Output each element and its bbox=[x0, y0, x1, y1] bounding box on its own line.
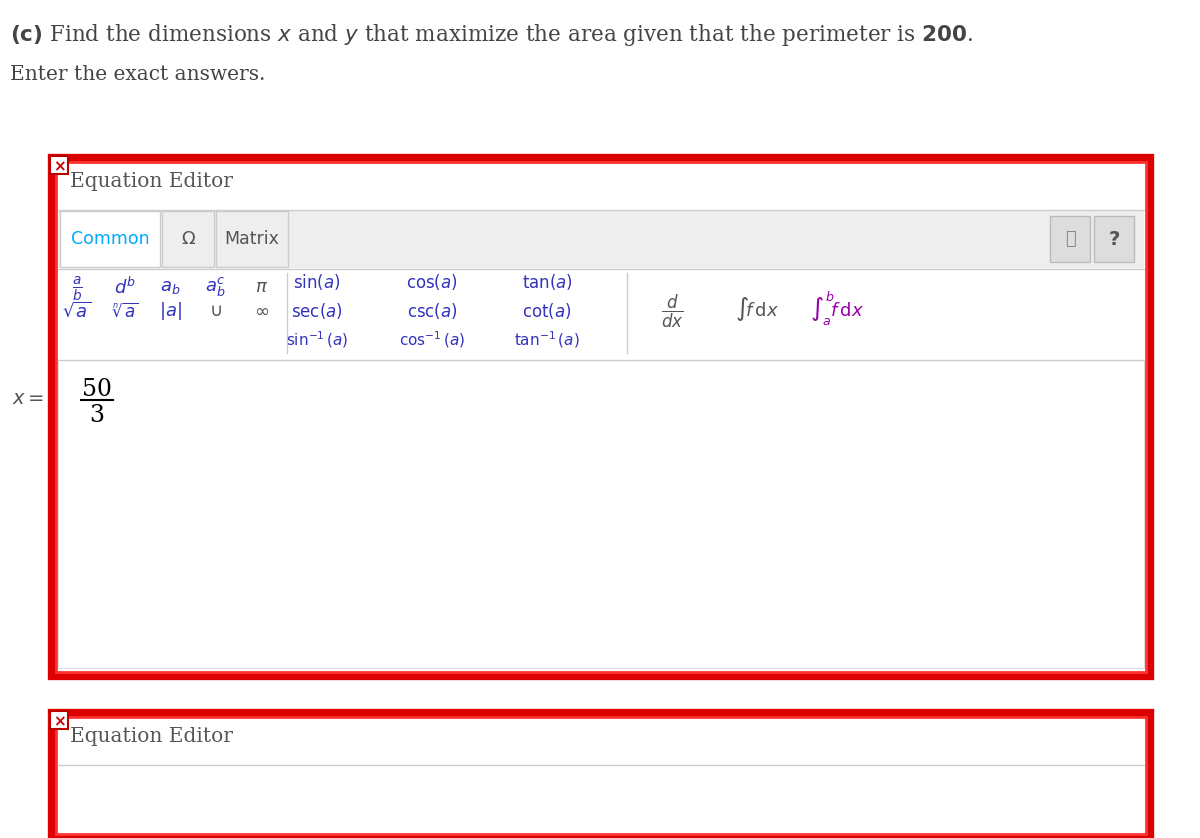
Text: Common: Common bbox=[71, 230, 149, 248]
Text: $\dfrac{d}{dx}$: $\dfrac{d}{dx}$ bbox=[661, 292, 683, 329]
Bar bbox=[216, 211, 288, 267]
FancyBboxPatch shape bbox=[52, 158, 1150, 676]
Text: $|a|$: $|a|$ bbox=[158, 300, 181, 322]
Text: $\cot(a)$: $\cot(a)$ bbox=[522, 301, 571, 321]
Bar bbox=[58, 360, 1144, 668]
Bar bbox=[1050, 216, 1090, 262]
Text: ×: × bbox=[53, 159, 65, 174]
Text: Ω: Ω bbox=[181, 230, 194, 248]
Text: $d^{b}$: $d^{b}$ bbox=[114, 277, 136, 297]
Text: $\sin^{-1}(a)$: $\sin^{-1}(a)$ bbox=[286, 329, 348, 350]
Text: $\int\!f\,\mathrm{d}x$: $\int\!f\,\mathrm{d}x$ bbox=[736, 295, 779, 323]
Text: $\cup$: $\cup$ bbox=[209, 302, 222, 320]
Text: $\cos^{-1}(a)$: $\cos^{-1}(a)$ bbox=[398, 329, 466, 350]
Text: $\sec(a)$: $\sec(a)$ bbox=[292, 301, 343, 321]
Text: 3: 3 bbox=[90, 404, 104, 427]
Text: Equation Editor: Equation Editor bbox=[70, 172, 233, 191]
FancyBboxPatch shape bbox=[52, 713, 1150, 838]
Text: $a_{b}^{c}$: $a_{b}^{c}$ bbox=[205, 276, 226, 298]
Text: $\int_a^b\!f\,\mathrm{d}x$: $\int_a^b\!f\,\mathrm{d}x$ bbox=[810, 290, 864, 328]
Text: Enter the exact answers.: Enter the exact answers. bbox=[10, 65, 265, 84]
Text: $\cos(a)$: $\cos(a)$ bbox=[406, 272, 458, 292]
Bar bbox=[58, 210, 1144, 268]
Text: $\sqrt[n]{a}$: $\sqrt[n]{a}$ bbox=[112, 302, 138, 320]
Text: $\csc(a)$: $\csc(a)$ bbox=[407, 301, 457, 321]
Text: $\sqrt{a}$: $\sqrt{a}$ bbox=[62, 302, 91, 321]
Text: ?: ? bbox=[1109, 230, 1120, 249]
Bar bbox=[50, 711, 68, 729]
Bar bbox=[1094, 216, 1134, 262]
Text: $a_{b}$: $a_{b}$ bbox=[160, 278, 180, 296]
Bar bbox=[162, 211, 214, 267]
Text: 🗑: 🗑 bbox=[1064, 230, 1075, 248]
Bar bbox=[60, 211, 160, 267]
Text: $\pi$: $\pi$ bbox=[256, 278, 269, 296]
Text: 50: 50 bbox=[82, 378, 112, 401]
Text: ×: × bbox=[53, 715, 65, 730]
Text: $\frac{a}{b}$: $\frac{a}{b}$ bbox=[72, 275, 83, 303]
Text: $x =$: $x =$ bbox=[12, 390, 44, 408]
FancyBboxPatch shape bbox=[56, 717, 1146, 834]
Text: $\infty$: $\infty$ bbox=[254, 302, 270, 320]
FancyBboxPatch shape bbox=[56, 162, 1146, 672]
Text: $\mathbf{(c)}$ Find the dimensions $x$ and $y$ that maximize the area given that: $\mathbf{(c)}$ Find the dimensions $x$ a… bbox=[10, 22, 973, 48]
Text: $\tan^{-1}(a)$: $\tan^{-1}(a)$ bbox=[514, 329, 580, 350]
Bar bbox=[50, 156, 68, 174]
Text: Equation Editor: Equation Editor bbox=[70, 727, 233, 746]
Text: $\tan(a)$: $\tan(a)$ bbox=[522, 272, 572, 292]
Text: $\sin(a)$: $\sin(a)$ bbox=[293, 272, 341, 292]
Text: Matrix: Matrix bbox=[224, 230, 280, 248]
